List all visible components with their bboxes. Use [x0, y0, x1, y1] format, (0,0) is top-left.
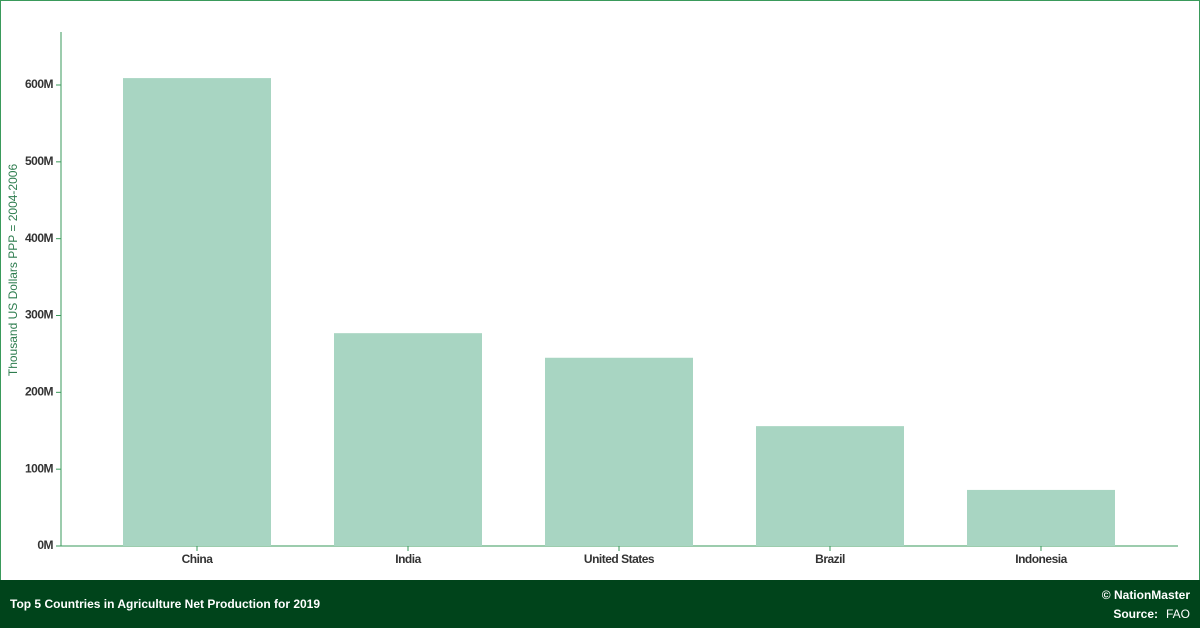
- footer: [0, 580, 1200, 628]
- footer-title: Top 5 Countries in Agriculture Net Produ…: [10, 597, 320, 611]
- y-tick-label: 0M: [37, 538, 53, 552]
- bar: [334, 333, 482, 546]
- y-tick-label: 200M: [25, 385, 54, 399]
- x-tick-label: Brazil: [815, 552, 845, 566]
- y-tick-label: 300M: [25, 308, 54, 322]
- y-tick-label: 600M: [25, 77, 54, 91]
- y-tick-label: 100M: [25, 461, 54, 475]
- x-tick-label: United States: [584, 552, 655, 566]
- y-axis-label: Thousand US Dollars PPP = 2004-2006: [6, 164, 20, 377]
- y-tick-label: 500M: [25, 154, 54, 168]
- bar: [545, 357, 693, 546]
- bar: [756, 426, 904, 546]
- y-tick-label: 400M: [25, 231, 54, 245]
- bar: [967, 489, 1115, 546]
- x-tick-label: China: [182, 552, 214, 566]
- x-tick-label: India: [395, 552, 421, 566]
- x-tick-label: Indonesia: [1015, 552, 1067, 566]
- footer-brand: © NationMaster: [1102, 588, 1191, 602]
- source: FAO: [1166, 607, 1190, 621]
- source-label: Source:: [1113, 607, 1158, 621]
- bar: [123, 78, 271, 546]
